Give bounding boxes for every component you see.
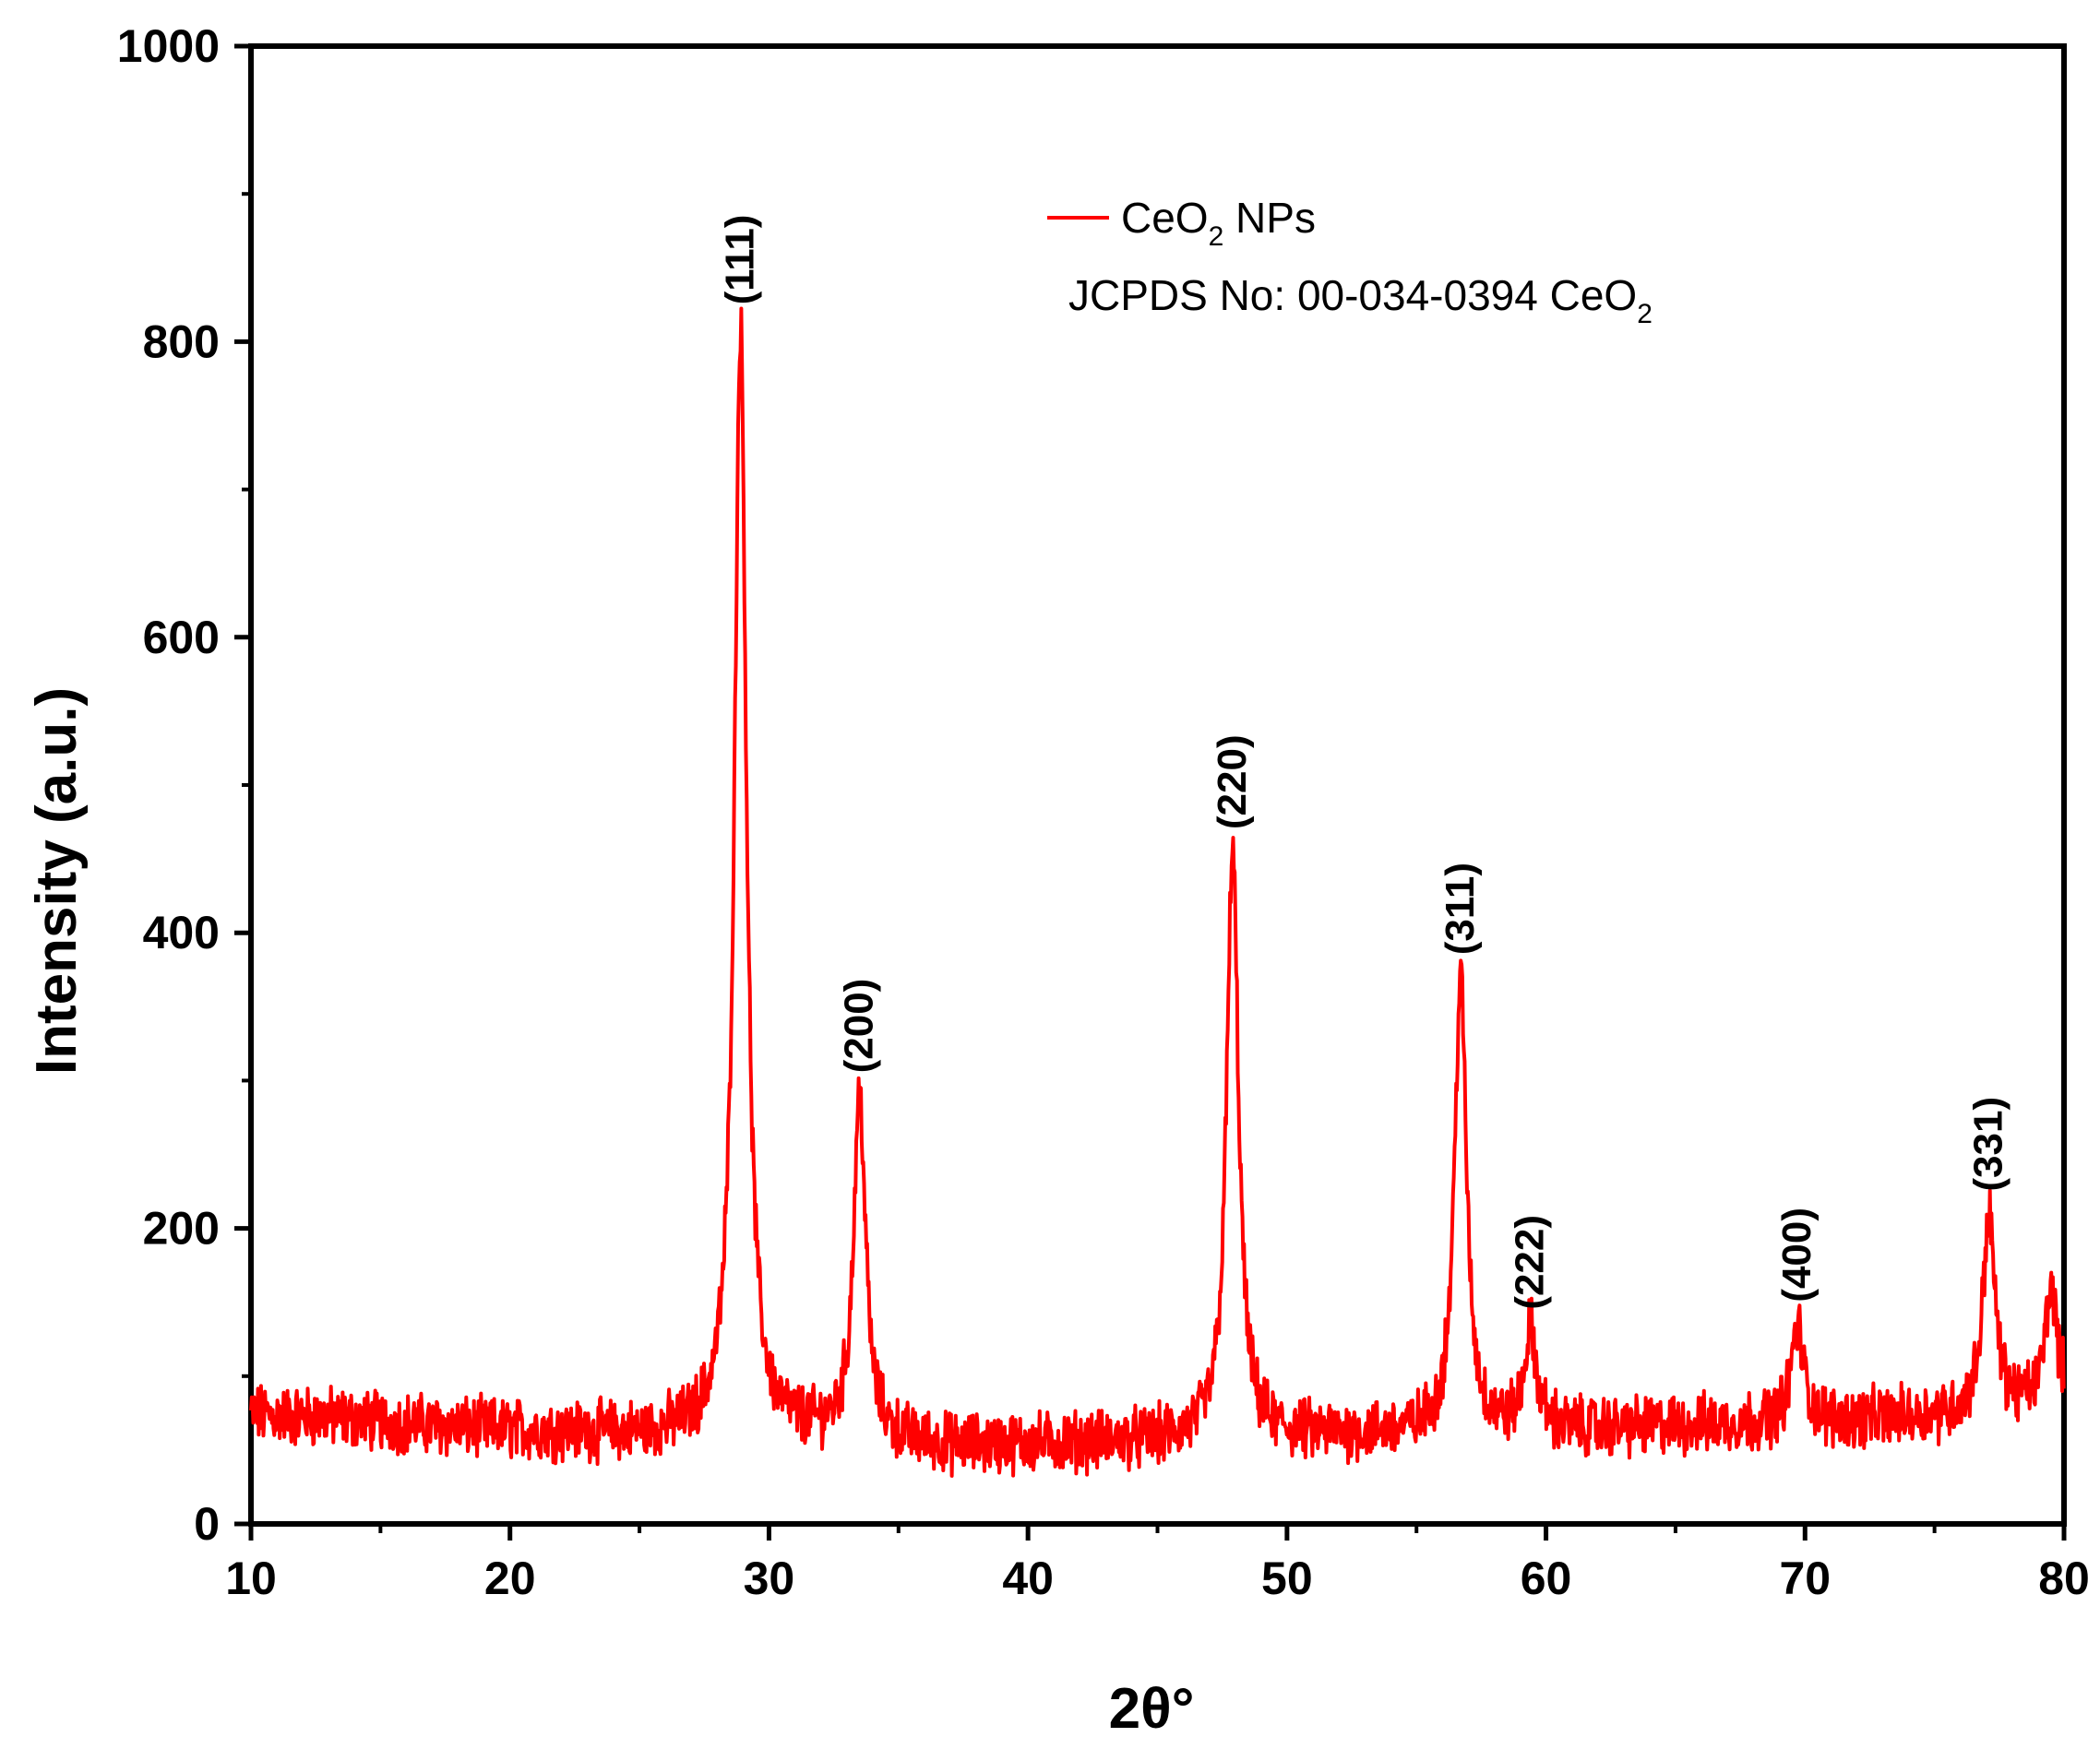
- y-tick-label-200: 200: [143, 1203, 220, 1255]
- y-tick-label-400: 400: [143, 907, 220, 958]
- y-axis-title: Intensity (a.u.): [25, 687, 89, 1075]
- peak-label-2: (220): [1210, 734, 1255, 829]
- x-axis-ticks: 10 20 30 40 50 60 70 80: [225, 1524, 2090, 1604]
- peak-labels: (111) (200) (220) (311) (222) (400) (331): [718, 215, 2011, 1310]
- legend-label-main: CeO: [1121, 194, 1209, 242]
- peak-label-3: (311): [1438, 863, 1483, 955]
- y-tick-label-600: 600: [143, 612, 220, 663]
- x-tick-label-50: 50: [1261, 1553, 1313, 1604]
- jcpds-note: JCPDS No: 00-034-0394 CeO2: [1068, 271, 1653, 329]
- peak-label-0: (111): [718, 215, 763, 305]
- series-line-ceo2: [249, 306, 2066, 1478]
- legend: CeO2 NPs JCPDS No: 00-034-0394 CeO2: [1047, 194, 1653, 329]
- x-tick-label-20: 20: [484, 1553, 536, 1604]
- y-tick-label-800: 800: [143, 315, 220, 367]
- peak-label-4: (222): [1508, 1215, 1553, 1310]
- x-tick-label-70: 70: [1779, 1553, 1831, 1604]
- jcpds-note-sub: 2: [1637, 299, 1653, 329]
- jcpds-note-main: JCPDS No: 00-034-0394 CeO: [1068, 271, 1637, 319]
- x-axis-title: 2θ°: [1109, 1677, 1195, 1741]
- y-tick-label-1000: 1000: [117, 20, 220, 72]
- legend-label-rest: NPs: [1223, 194, 1316, 242]
- x-tick-label-80: 80: [2038, 1553, 2090, 1604]
- legend-label: CeO2 NPs: [1121, 194, 1316, 252]
- y-axis-ticks: 0 200 400 600 800 1000: [117, 20, 251, 1550]
- x-tick-label-30: 30: [744, 1553, 795, 1604]
- peak-label-1: (200): [837, 979, 882, 1074]
- x-tick-label-10: 10: [225, 1553, 277, 1604]
- legend-label-sub: 2: [1209, 221, 1224, 252]
- peak-label-5: (400): [1774, 1208, 1820, 1303]
- peak-label-6: (331): [1966, 1097, 2011, 1192]
- x-tick-label-40: 40: [1002, 1553, 1054, 1604]
- x-tick-label-60: 60: [1521, 1553, 1572, 1604]
- y-tick-label-0: 0: [194, 1498, 220, 1550]
